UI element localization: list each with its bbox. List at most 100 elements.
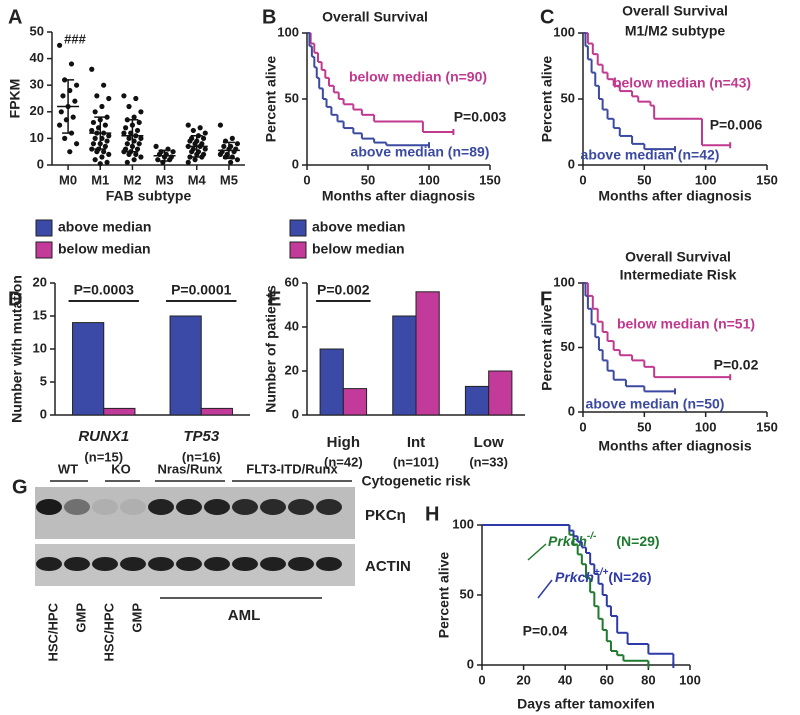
y-tick-label: 0 xyxy=(37,156,44,171)
lane-label: GMP xyxy=(129,603,144,633)
x-tick-label: 80 xyxy=(641,672,655,687)
blot-band xyxy=(260,557,286,571)
y-tick-label: 0 xyxy=(467,656,474,671)
data-point xyxy=(58,109,64,115)
blot-band xyxy=(204,499,230,515)
data-point xyxy=(104,138,110,144)
x-tick-label: 100 xyxy=(418,172,440,187)
data-point xyxy=(121,130,127,136)
data-point xyxy=(94,149,100,155)
data-point xyxy=(153,143,159,149)
group-label: AML xyxy=(228,607,261,624)
data-point xyxy=(197,125,203,131)
y-tick-label: 0 xyxy=(568,403,575,418)
lane-label: GMP xyxy=(73,603,88,633)
data-point xyxy=(234,157,241,163)
blot-band xyxy=(148,557,174,571)
x-tick-label: 100 xyxy=(695,172,717,187)
y-tick-label: 10 xyxy=(33,340,47,355)
x-axis-label: Months after diagnosis xyxy=(598,188,751,204)
y-tick-label: 100 xyxy=(277,24,299,39)
bar xyxy=(415,291,440,416)
y-axis-label: Percent alive xyxy=(539,304,555,391)
data-point xyxy=(67,149,73,155)
legend-swatch xyxy=(35,219,53,237)
panel-letter: B xyxy=(262,6,276,28)
legend-label: above median xyxy=(58,219,151,235)
label-arrow xyxy=(527,543,547,561)
data-point xyxy=(89,66,95,72)
group-label: Nras/Runx xyxy=(157,461,223,476)
x-tick-label: 0 xyxy=(478,672,485,687)
x-tick-label: 100 xyxy=(695,419,717,434)
panel-letter: A xyxy=(8,6,22,28)
data-point xyxy=(202,146,208,152)
series-label: above median (n=42) xyxy=(581,147,720,163)
blot-band xyxy=(260,499,286,515)
x-tick-label: M4 xyxy=(188,172,207,187)
bar xyxy=(72,322,105,416)
panel-letter: D xyxy=(8,288,22,310)
series-label: below median (n=90) xyxy=(349,69,487,85)
data-point xyxy=(104,159,110,165)
data-point xyxy=(90,119,97,126)
y-tick-label: 0 xyxy=(292,156,299,171)
y-axis-label: Percent alive xyxy=(539,56,555,143)
y-axis-label: FPKM xyxy=(7,79,23,119)
row-label: PKCη xyxy=(365,507,406,524)
y-tick-label: 60 xyxy=(285,274,299,289)
chart-title: Overall Survival xyxy=(622,3,728,19)
bar xyxy=(319,348,344,416)
y-axis-label: Number with mutation xyxy=(9,275,25,423)
x-tick-label: 150 xyxy=(756,419,778,434)
data-point xyxy=(138,109,144,115)
x-tick-label: M5 xyxy=(220,172,238,187)
series-label: below median (n=51) xyxy=(617,316,755,332)
x-tick-label: 60 xyxy=(600,672,614,687)
data-point xyxy=(104,114,110,120)
x-tick-label: 40 xyxy=(558,672,572,687)
data-point xyxy=(106,95,112,102)
data-point xyxy=(170,149,176,155)
series-name-sup: -/- xyxy=(587,531,597,542)
legend-label: above median xyxy=(312,219,405,235)
series-name-sup: +/+ xyxy=(594,567,609,578)
category-note: (n=16) xyxy=(182,449,221,464)
y-tick-label: 50 xyxy=(30,23,44,38)
annotation: P=0.006 xyxy=(710,117,763,133)
data-point xyxy=(124,141,130,147)
x-tick-label: 0 xyxy=(303,172,310,187)
chart-subtitle: Intermediate Risk xyxy=(620,267,737,283)
panel-letter: F xyxy=(540,288,552,310)
data-point xyxy=(189,149,195,155)
x-tick-label: M3 xyxy=(156,172,174,187)
series-label: below median (n=43) xyxy=(613,75,751,91)
x-axis-label: Days after tamoxifen xyxy=(517,696,655,712)
data-point xyxy=(60,93,66,99)
panel-letter: C xyxy=(540,6,554,28)
x-tick-label: Int xyxy=(407,434,425,451)
x-tick-label: TP53 xyxy=(183,428,220,445)
data-point xyxy=(134,127,141,134)
data-point xyxy=(131,114,137,120)
x-tick-label: 150 xyxy=(479,172,501,187)
y-tick-label: 20 xyxy=(33,274,47,289)
x-tick-label: 0 xyxy=(579,419,586,434)
annotation: P=0.0001 xyxy=(171,282,232,298)
data-point xyxy=(94,93,100,99)
data-point xyxy=(73,82,80,88)
blot-band xyxy=(36,557,62,571)
blot-band xyxy=(288,499,314,515)
series-n: (N=26) xyxy=(608,569,651,585)
data-point xyxy=(134,146,141,152)
data-point xyxy=(192,157,198,163)
data-point xyxy=(217,122,224,128)
annotation: ### xyxy=(64,31,86,46)
panel-letter: G xyxy=(12,476,28,498)
x-tick-label: Low xyxy=(474,434,504,451)
data-point xyxy=(131,157,137,163)
y-tick-label: 100 xyxy=(553,24,575,39)
series-label: Prkch-/- (N=29) xyxy=(548,531,660,549)
blot-band xyxy=(232,557,258,571)
